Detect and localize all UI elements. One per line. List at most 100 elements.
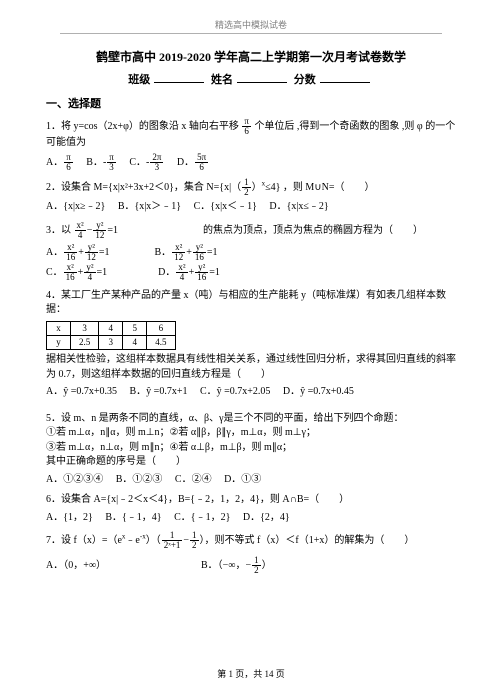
q7-a: 7．设 f（x）=（e xyxy=(46,535,122,546)
q3-b1d: 12 xyxy=(172,253,185,262)
q3-ds: + xyxy=(189,267,195,278)
q1-c-label: C．- xyxy=(129,157,149,168)
q3-a1d: 16 xyxy=(64,253,77,262)
q7-f2d: 2 xyxy=(190,541,199,550)
q3-f2d: 12 xyxy=(93,231,106,240)
label-score: 分数 xyxy=(294,74,316,86)
q3-a2d: 12 xyxy=(85,253,98,262)
q1-d-label: D． xyxy=(177,157,194,168)
q7-b: ﹣e xyxy=(125,535,139,546)
q1-frac-den: 6 xyxy=(242,127,251,136)
q3-as: + xyxy=(78,247,84,258)
blank-name xyxy=(237,72,287,83)
cell: y xyxy=(47,335,71,349)
q4-opt-d: D．ŷ =0.7x+0.45 xyxy=(283,385,354,400)
blank-score xyxy=(320,72,370,83)
cell: 6 xyxy=(147,321,175,335)
cell: 5 xyxy=(123,321,147,335)
label-name: 姓名 xyxy=(211,74,233,86)
q6-stem: 6．设集合 A={x|﹣2＜x＜4}，B={﹣2，1，2，4}，则 A∩B=（ … xyxy=(46,493,456,508)
q3-d1d: 4 xyxy=(176,273,187,282)
cell: 3 xyxy=(99,335,123,349)
q7-opt-a: A．（0，+∞） xyxy=(46,559,106,574)
q3-opt-b: B．x²12+y²16=1 xyxy=(155,243,218,263)
q1-d-den: 6 xyxy=(195,163,208,172)
q1-frac: π6 xyxy=(242,117,251,136)
q5-opt-c: C．②④ xyxy=(175,473,212,488)
table-row: y2.5344.5 xyxy=(47,335,176,349)
q2-set-a: N={x| xyxy=(206,182,231,193)
q4-table: x3456 y2.5344.5 xyxy=(46,321,176,350)
cell: x xyxy=(47,321,71,335)
q6-opt-c: C．{﹣1，2} xyxy=(174,511,230,526)
q3-de: =1 xyxy=(209,267,220,278)
q1-b-den: 3 xyxy=(107,163,116,172)
q7-d: − xyxy=(183,535,189,546)
q7-c: ）（ xyxy=(146,535,161,546)
q2-set-d: ≤4} xyxy=(265,182,280,193)
q7-options: A．（0，+∞） B．（−∞，−12） xyxy=(46,556,456,575)
q1-a-den: 6 xyxy=(64,163,73,172)
q2-stem-b: ，则 M∪N=（ ） xyxy=(283,182,375,193)
q2-options: A．{x|x≥﹣2} B．{x|x＞﹣1} C．{x|x＜﹣1} D．{x|x≤… xyxy=(46,200,456,215)
page-footer: 第 1 页，共 14 页 xyxy=(0,667,502,680)
q2-set-c: ） xyxy=(252,182,262,193)
q3-options: A．x²16+y²12=1 B．x²12+y²16=1 C．x²16+y²4=1… xyxy=(46,243,456,283)
q3-c1d: 16 xyxy=(64,273,77,282)
q3-be: =1 xyxy=(207,247,218,258)
q1-opt-a: A．π6 xyxy=(46,153,74,172)
q5-options: A．①②③④ B．①②③ C．②④ D．①③ xyxy=(46,473,456,488)
q5-l1: ①若 m⊥α，n∥α，则 m⊥n；②若 α∥β，β∥γ，m⊥α，则 m⊥γ； xyxy=(46,426,456,441)
blank-class xyxy=(154,72,204,83)
q2-opt-c: C．{x|x＜﹣1} xyxy=(194,200,257,215)
q1-stem-a: 1．将 y=cos（2x+φ）的图象沿 x 轴向右平移 xyxy=(46,121,239,132)
question-7: 7．设 f（x）=（ex﹣e-x）（12ˣ+1−12），则不等式 f（x）＜f（… xyxy=(46,531,456,575)
q3-opt-a: A．x²16+y²12=1 xyxy=(46,243,110,263)
q4-opt-b: B．ŷ =0.7x+1 xyxy=(130,385,188,400)
q1-a-label: A． xyxy=(46,157,63,168)
q5-opt-a: A．①②③④ xyxy=(46,473,103,488)
q3-eq1: =1 xyxy=(107,225,118,236)
table-row: x3456 xyxy=(47,321,176,335)
q3-f1d: 4 xyxy=(75,231,86,240)
q4-stem: 4．某工厂生产某种产品的产量 x（吨）与相应的生产能耗 y（吨标准煤）有如表几组… xyxy=(46,289,456,318)
q6-opt-a: A．{1，2} xyxy=(46,511,93,526)
q3-b2d: 16 xyxy=(193,253,206,262)
watermark: 精选高中模拟试卷 xyxy=(0,0,502,33)
q5-opt-d: D．①③ xyxy=(224,473,261,488)
q1-c-den: 3 xyxy=(150,163,163,172)
q2-opt-a: A．{x|x≥﹣2} xyxy=(46,200,105,215)
q5-stem: 5．设 m、n 是两条不同的直线，α、β、γ是三个不同的平面，给出下列四个命题： xyxy=(46,412,456,427)
q1-opt-d: D．5π6 xyxy=(177,153,209,172)
header-rule xyxy=(60,33,442,34)
q6-opt-b: B．{﹣1，4} xyxy=(105,511,161,526)
q7-bd: 2 xyxy=(252,566,261,575)
q5-l2: ③若 m⊥α，n⊥α，则 m∥n；④若 α⊥β，m⊥β，则 m∥α； xyxy=(46,441,456,456)
label-class: 班级 xyxy=(128,74,150,86)
q6-opt-d: D．{2，4} xyxy=(243,511,290,526)
q1-options: A．π6 B．-π3 C．-2π3 D．5π6 xyxy=(46,153,456,172)
q3-stem-b: 的焦点为顶点，顶点为焦点的椭圆方程为（ ） xyxy=(203,225,423,236)
q1-opt-c: C．-2π3 xyxy=(129,153,164,172)
q4-para: 据相关性检验，这组样本数据具有线性相关关系，通过线性回归分析，求得其回归直线的斜… xyxy=(46,353,456,382)
q6-options: A．{1，2} B．{﹣1，4} C．{﹣1，2} D．{2，4} xyxy=(46,511,456,526)
q5-ask: 其中正确命题的序号是（ ） xyxy=(46,455,456,470)
q3-ce: =1 xyxy=(97,267,108,278)
q4-opt-c: C．ŷ =0.7x+2.05 xyxy=(200,385,270,400)
q7-bpo: ） xyxy=(262,560,272,571)
question-4: 4．某工厂生产某种产品的产量 x（吨）与相应的生产能耗 y（吨标准煤）有如表几组… xyxy=(46,289,456,400)
q1-opt-b: B．-π3 xyxy=(86,153,117,172)
q3-b: B． xyxy=(155,247,172,258)
question-3: 3．以 x²4−y²12=1 的焦点为顶点，顶点为焦点的椭圆方程为（ ） A．x… xyxy=(46,221,456,283)
q7-fd: 2ˣ+1 xyxy=(162,541,183,550)
cell: 2.5 xyxy=(71,335,99,349)
q3-stem-a: 3．以 xyxy=(46,225,71,236)
q7-bp: B．（−∞，− xyxy=(201,560,251,571)
section-1-title: 一、选择题 xyxy=(46,97,456,113)
q2-set-den: 2 xyxy=(242,188,251,197)
q3-opt-d: D．x²4+y²16=1 xyxy=(158,263,220,283)
cell: 4.5 xyxy=(147,335,175,349)
q3-d: D． xyxy=(158,267,175,278)
q2-stem-a: 2．设集合 M={x|x²+3x+2＜0}，集合 xyxy=(46,182,204,193)
q3-d2d: 16 xyxy=(195,273,208,282)
